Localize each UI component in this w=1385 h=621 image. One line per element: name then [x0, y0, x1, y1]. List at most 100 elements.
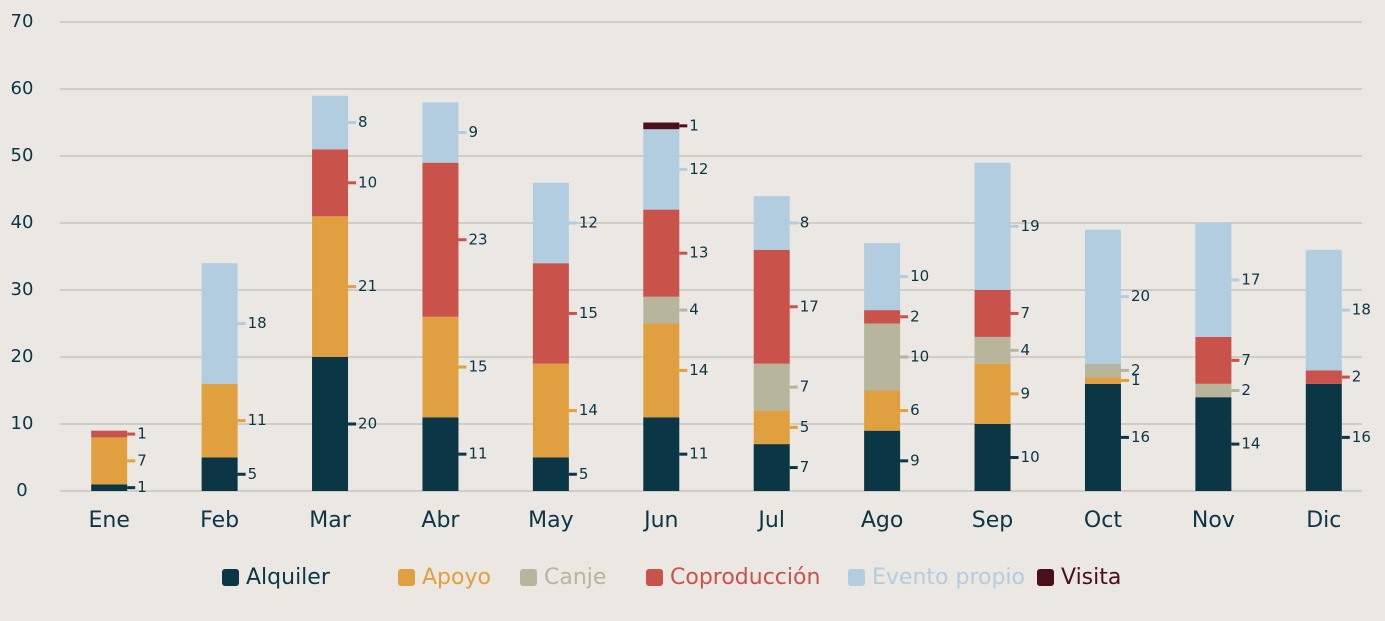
legend-swatch [646, 569, 663, 586]
bar-segment [974, 336, 1011, 364]
legend-label: Alquiler [246, 565, 331, 590]
bar-segment [312, 216, 349, 357]
bar-segment [422, 102, 459, 163]
value-label: 15 [579, 304, 598, 322]
bar-segment [864, 310, 901, 324]
bar-segment [312, 95, 349, 150]
bar-segment [532, 263, 569, 364]
value-label: 2 [1352, 368, 1362, 386]
bar-segment [974, 290, 1011, 337]
legend-label: Evento propio [872, 565, 1025, 590]
value-label: 14 [579, 401, 598, 419]
bar-segment [1305, 383, 1342, 491]
value-label: 10 [910, 267, 929, 285]
value-label: 9 [468, 123, 478, 141]
x-tick-label: Abr [421, 508, 460, 533]
bar-segment [643, 417, 680, 491]
bar-segment [91, 484, 128, 491]
bar-segment [422, 162, 459, 317]
x-tick-label: Nov [1192, 508, 1235, 533]
value-label: 20 [1131, 287, 1150, 305]
value-label: 2 [1131, 361, 1141, 379]
x-tick-label: May [528, 508, 573, 533]
value-label: 14 [689, 361, 708, 379]
value-label: 1 [689, 116, 699, 134]
value-label: 2 [910, 307, 920, 325]
bar-segment [974, 424, 1011, 491]
bar-segment [1305, 249, 1342, 371]
x-tick-label: Dic [1306, 508, 1341, 533]
value-label: 10 [358, 173, 377, 191]
value-label: 11 [248, 411, 267, 429]
x-tick-label: Mar [309, 508, 351, 533]
legend-label: Visita [1061, 565, 1121, 590]
y-tick-label: 10 [11, 413, 34, 434]
value-label: 4 [689, 301, 699, 319]
value-label: 21 [358, 277, 377, 295]
value-label: 9 [1021, 384, 1031, 402]
value-label: 13 [689, 244, 708, 262]
y-tick-label: 70 [11, 11, 34, 32]
y-tick-label: 40 [11, 212, 34, 233]
bar-segment [643, 122, 680, 130]
bar-segment [532, 457, 569, 491]
value-label: 12 [689, 160, 708, 178]
legend-swatch [398, 569, 415, 586]
value-label: 2 [1241, 381, 1251, 399]
bar-segment [201, 383, 238, 458]
value-label: 7 [1021, 304, 1031, 322]
value-label: 7 [1241, 351, 1251, 369]
value-label: 1 [1131, 371, 1141, 389]
value-label: 1 [137, 478, 147, 496]
value-label: 20 [358, 415, 377, 433]
value-label: 6 [910, 401, 920, 419]
y-tick-label: 30 [11, 279, 34, 300]
y-tick-label: 60 [11, 78, 34, 99]
value-label: 8 [800, 214, 810, 232]
value-label: 19 [1021, 217, 1040, 235]
x-tick-label: Oct [1084, 508, 1122, 533]
bar-segment [864, 430, 901, 491]
bar-segment [1084, 383, 1121, 491]
value-label: 8 [358, 113, 368, 131]
bar-segment [864, 323, 901, 391]
bar-segment [643, 296, 680, 324]
value-label: 11 [468, 445, 487, 463]
value-label: 5 [800, 418, 810, 436]
bar-segment [974, 363, 1011, 424]
x-tick-label: Ene [89, 508, 130, 533]
bar-segment [1195, 397, 1232, 491]
legend-label: Canje [544, 565, 606, 590]
bar-segment [422, 417, 459, 491]
value-label: 7 [137, 451, 147, 469]
value-label: 5 [248, 465, 258, 483]
bar-segment [1084, 229, 1121, 364]
value-label: 18 [248, 314, 267, 332]
value-label: 11 [689, 445, 708, 463]
value-label: 17 [1241, 270, 1260, 288]
bar-segment [422, 316, 459, 418]
value-label: 16 [1131, 428, 1150, 446]
legend-label: Apoyo [422, 565, 491, 590]
bar-segment [864, 390, 901, 431]
bar-segment [91, 437, 128, 485]
value-label: 7 [800, 378, 810, 396]
x-tick-label: Jul [756, 508, 785, 533]
bar-segment [312, 357, 349, 491]
bar-segment [91, 430, 128, 438]
bar-segment [1195, 223, 1232, 337]
value-label: 15 [468, 358, 487, 376]
bar-segment [753, 363, 790, 411]
x-tick-label: Jun [642, 508, 678, 533]
bar-segment [974, 162, 1011, 290]
value-label: 4 [1021, 341, 1031, 359]
bar-segment [201, 263, 238, 384]
value-label: 14 [1241, 435, 1260, 453]
bar-segment [312, 149, 349, 217]
y-tick-label: 20 [11, 346, 34, 367]
x-tick-label: Sep [972, 508, 1013, 533]
legend-label: Coproducción [670, 565, 820, 590]
bar-segment [1305, 370, 1342, 384]
bar-segment [532, 182, 569, 264]
